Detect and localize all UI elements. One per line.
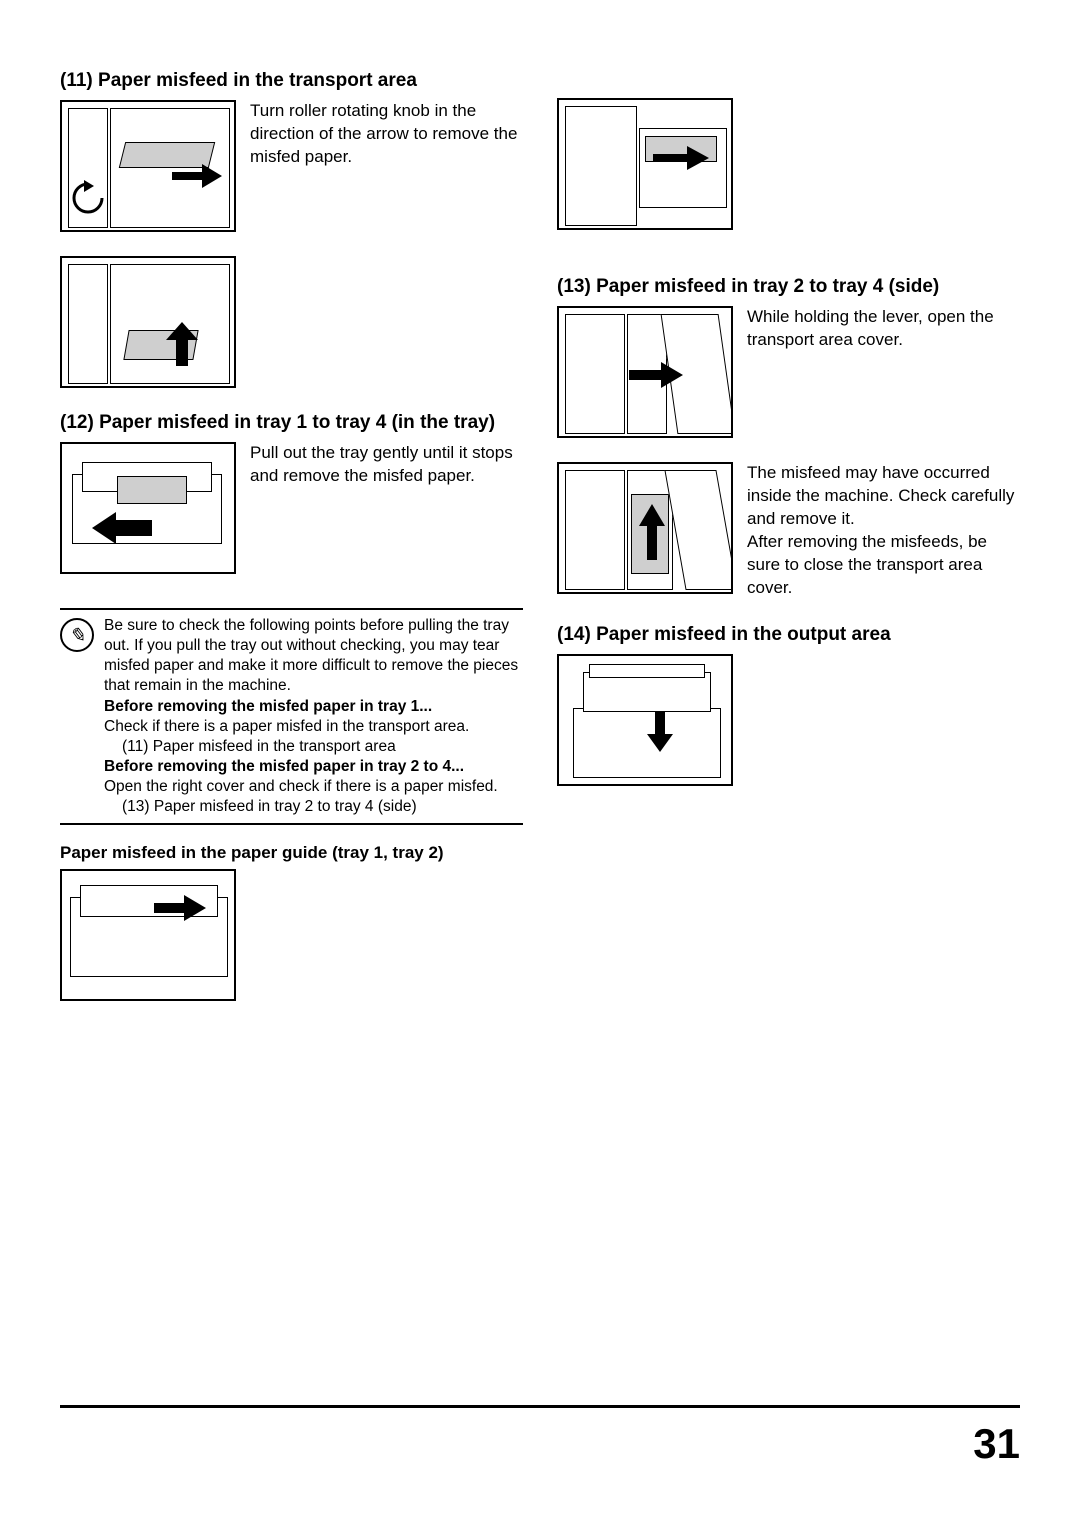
footer-rule bbox=[60, 1405, 1020, 1408]
two-column-layout: (11) Paper misfeed in the transport area… bbox=[60, 70, 1020, 1025]
manual-page: (11) Paper misfeed in the transport area… bbox=[0, 0, 1080, 1528]
illustration-inside-machine bbox=[557, 462, 733, 594]
illustration-transport-area-2 bbox=[60, 256, 236, 388]
section-12-block: Pull out the tray gently until it stops … bbox=[60, 442, 523, 574]
section-13-text-1: While holding the lever, open the transp… bbox=[747, 306, 1020, 438]
section-11-block-2 bbox=[60, 256, 523, 388]
illustration-transport-area-1 bbox=[60, 100, 236, 232]
section-14-block bbox=[557, 654, 1020, 786]
note-ref-1: (11) Paper misfeed in the transport area bbox=[104, 737, 523, 757]
section-13-block-1: While holding the lever, open the transp… bbox=[557, 306, 1020, 438]
note-bold-2: Before removing the misfed paper in tray… bbox=[104, 757, 523, 777]
left-column: (11) Paper misfeed in the transport area… bbox=[60, 70, 523, 1025]
section-12-heading: (12) Paper misfeed in tray 1 to tray 4 (… bbox=[60, 412, 523, 434]
illustration-open-cover bbox=[557, 306, 733, 438]
paper-guide-heading: Paper misfeed in the paper guide (tray 1… bbox=[60, 843, 523, 863]
note-line-1: Check if there is a paper misfed in the … bbox=[104, 717, 523, 737]
note-ref-2: (13) Paper misfeed in tray 2 to tray 4 (… bbox=[104, 797, 523, 817]
illustration-output-area bbox=[557, 654, 733, 786]
note-box: ✎ Be sure to check the following points … bbox=[60, 608, 523, 825]
illustration-paper-guide bbox=[60, 869, 236, 1001]
note-body: Be sure to check the following points be… bbox=[104, 616, 523, 817]
right-top-illustration bbox=[557, 98, 1020, 230]
note-bold-1: Before removing the misfed paper in tray… bbox=[104, 697, 523, 717]
note-icon: ✎ bbox=[60, 618, 94, 652]
paper-guide-block bbox=[60, 869, 523, 1001]
section-11-text: Turn roller rotating knob in the directi… bbox=[250, 100, 523, 232]
right-column: (13) Paper misfeed in tray 2 to tray 4 (… bbox=[557, 70, 1020, 1025]
section-13-heading: (13) Paper misfeed in tray 2 to tray 4 (… bbox=[557, 276, 1020, 298]
illustration-tray-pullout bbox=[60, 442, 236, 574]
note-intro: Be sure to check the following points be… bbox=[104, 616, 523, 697]
section-12-text: Pull out the tray gently until it stops … bbox=[250, 442, 523, 574]
section-13-block-2: The misfeed may have occurred inside the… bbox=[557, 462, 1020, 600]
illustration-tray-side bbox=[557, 98, 733, 230]
section-11-heading: (11) Paper misfeed in the transport area bbox=[60, 70, 523, 92]
section-13-text-2: The misfeed may have occurred inside the… bbox=[747, 462, 1020, 600]
section-14-heading: (14) Paper misfeed in the output area bbox=[557, 624, 1020, 646]
page-number: 31 bbox=[973, 1420, 1020, 1468]
note-line-2: Open the right cover and check if there … bbox=[104, 777, 523, 797]
section-11-block: Turn roller rotating knob in the directi… bbox=[60, 100, 523, 232]
